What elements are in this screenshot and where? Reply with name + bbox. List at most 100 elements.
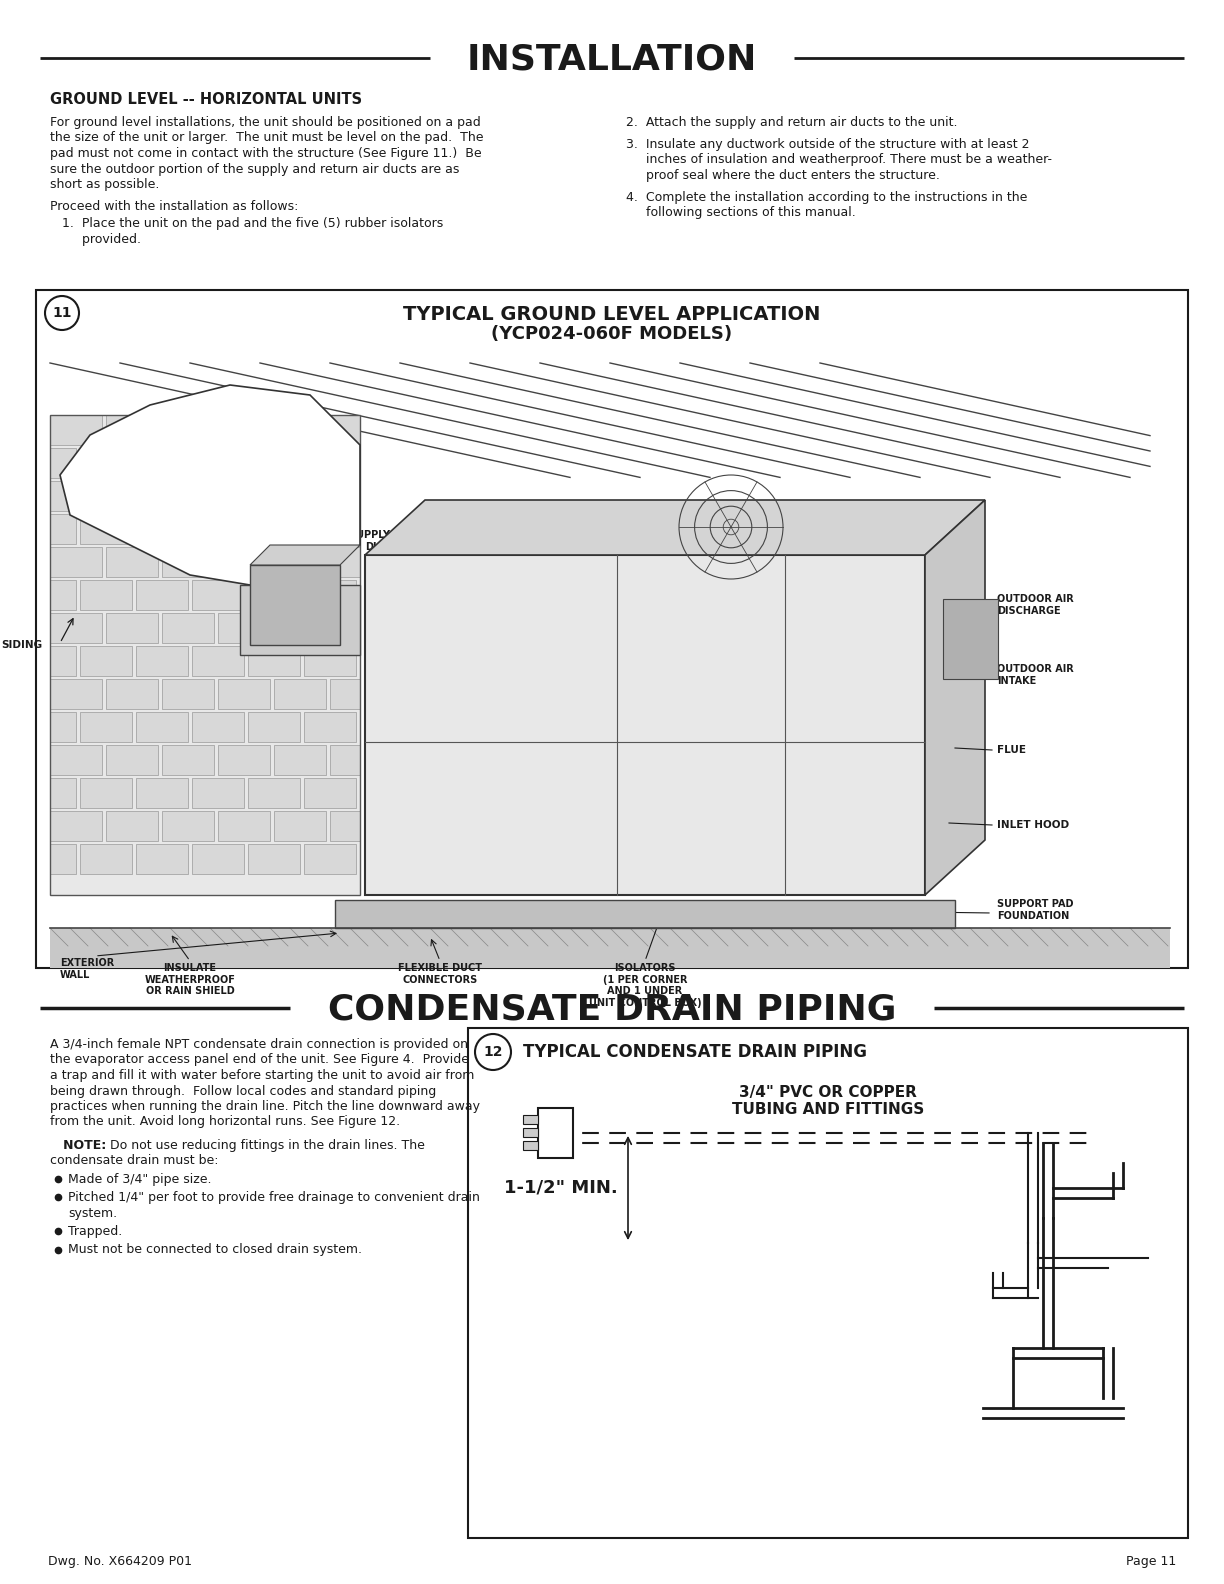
Polygon shape — [365, 501, 985, 554]
Bar — [274, 744, 326, 775]
Bar — [192, 646, 244, 676]
Bar — [248, 513, 300, 543]
Bar — [192, 778, 244, 808]
Bar — [218, 546, 271, 577]
Bar — [50, 580, 76, 610]
Text: being drawn through.  Follow local codes and standard piping: being drawn through. Follow local codes … — [50, 1085, 436, 1098]
Bar — [304, 844, 356, 874]
Bar — [192, 711, 244, 741]
Text: following sections of this manual.: following sections of this manual. — [625, 206, 856, 219]
Bar — [248, 448, 300, 478]
Bar — [192, 448, 244, 478]
Polygon shape — [942, 599, 998, 678]
Bar — [523, 1115, 539, 1125]
Text: ISOLATORS
(1 PER CORNER
AND 1 UNDER
UNIT CONTROL BOX): ISOLATORS (1 PER CORNER AND 1 UNDER UNIT… — [589, 963, 701, 1007]
Bar — [274, 482, 326, 512]
Bar — [274, 613, 326, 643]
Bar — [106, 613, 158, 643]
Bar — [50, 778, 76, 808]
Text: the evaporator access panel end of the unit. See Figure 4.  Provide: the evaporator access panel end of the u… — [50, 1053, 469, 1066]
Bar — [80, 646, 132, 676]
Bar — [192, 580, 244, 610]
Bar — [218, 613, 271, 643]
Bar — [106, 546, 158, 577]
Text: SIDING: SIDING — [1, 640, 42, 649]
Text: INLET HOOD: INLET HOOD — [998, 821, 1069, 830]
Text: GROUND LEVEL -- HORIZONTAL UNITS: GROUND LEVEL -- HORIZONTAL UNITS — [50, 92, 362, 108]
Bar — [80, 778, 132, 808]
Bar — [50, 482, 102, 512]
Bar — [50, 613, 102, 643]
Text: Made of 3/4" pipe size.: Made of 3/4" pipe size. — [69, 1172, 212, 1185]
Text: INSTALLATION: INSTALLATION — [466, 43, 758, 78]
Text: 2.  Attach the supply and return air ducts to the unit.: 2. Attach the supply and return air duct… — [625, 116, 957, 128]
Text: Pitched 1/4" per foot to provide free drainage to convenient drain: Pitched 1/4" per foot to provide free dr… — [69, 1191, 480, 1204]
Bar — [106, 744, 158, 775]
Bar — [523, 1128, 539, 1137]
Circle shape — [475, 1034, 510, 1071]
Circle shape — [45, 296, 80, 329]
Text: DUCT: DUCT — [365, 542, 395, 551]
Bar — [162, 415, 214, 445]
Bar — [330, 811, 360, 841]
Text: practices when running the drain line. Pitch the line downward away: practices when running the drain line. P… — [50, 1099, 480, 1114]
Bar — [50, 680, 102, 710]
Text: pad must not come in contact with the structure (See Figure 11.)  Be: pad must not come in contact with the st… — [50, 147, 481, 160]
Text: FLEXIBLE DUCT
CONNECTORS: FLEXIBLE DUCT CONNECTORS — [398, 963, 482, 985]
Text: proof seal where the duct enters the structure.: proof seal where the duct enters the str… — [625, 169, 940, 182]
Text: a trap and fill it with water before starting the unit to avoid air from: a trap and fill it with water before sta… — [50, 1069, 475, 1082]
Bar — [80, 513, 132, 543]
Text: A 3/4-inch female NPT condensate drain connection is provided on: A 3/4-inch female NPT condensate drain c… — [50, 1038, 468, 1052]
Text: Page 11: Page 11 — [1126, 1555, 1176, 1568]
Text: SUPPORT PAD
FOUNDATION: SUPPORT PAD FOUNDATION — [998, 900, 1073, 920]
Bar — [50, 415, 360, 895]
Bar — [50, 513, 76, 543]
Bar — [274, 415, 326, 445]
Text: FLUE: FLUE — [998, 744, 1026, 756]
Bar — [106, 811, 158, 841]
Text: TUBING AND FITTINGS: TUBING AND FITTINGS — [732, 1102, 924, 1117]
Text: 4.  Complete the installation according to the instructions in the: 4. Complete the installation according t… — [625, 190, 1027, 203]
Bar — [330, 680, 360, 710]
Text: sure the outdoor portion of the supply and return air ducts are as: sure the outdoor portion of the supply a… — [50, 163, 459, 176]
Text: DUCT: DUCT — [280, 527, 310, 537]
Bar — [50, 646, 76, 676]
Bar — [335, 900, 955, 928]
Bar — [136, 844, 188, 874]
Bar — [162, 680, 214, 710]
Bar — [192, 844, 244, 874]
Bar — [304, 513, 356, 543]
Text: TYPICAL CONDENSATE DRAIN PIPING: TYPICAL CONDENSATE DRAIN PIPING — [523, 1042, 867, 1061]
Bar — [80, 580, 132, 610]
Bar — [136, 448, 188, 478]
Bar — [240, 584, 360, 656]
Bar — [50, 415, 360, 895]
Bar — [274, 546, 326, 577]
Polygon shape — [60, 385, 360, 584]
Bar — [304, 448, 356, 478]
Bar — [539, 1107, 573, 1158]
Bar — [304, 711, 356, 741]
Text: 1-1/2" MIN.: 1-1/2" MIN. — [504, 1178, 618, 1198]
Bar — [330, 546, 360, 577]
Bar — [304, 646, 356, 676]
Bar — [250, 565, 340, 645]
Bar — [330, 613, 360, 643]
Bar — [136, 711, 188, 741]
Text: Do not use reducing fittings in the drain lines. The: Do not use reducing fittings in the drai… — [102, 1139, 425, 1152]
Polygon shape — [250, 545, 360, 565]
Bar — [136, 646, 188, 676]
Text: condensate drain must be:: condensate drain must be: — [50, 1155, 219, 1167]
Bar — [136, 513, 188, 543]
Bar — [136, 778, 188, 808]
Bar — [218, 415, 271, 445]
Bar — [162, 811, 214, 841]
Text: 12: 12 — [483, 1045, 503, 1060]
Bar — [162, 482, 214, 512]
Bar — [162, 546, 214, 577]
Text: short as possible.: short as possible. — [50, 177, 159, 192]
Text: EXTERIOR
WALL: EXTERIOR WALL — [60, 958, 114, 979]
Polygon shape — [925, 501, 985, 895]
Bar — [248, 711, 300, 741]
Text: from the unit. Avoid long horizontal runs. See Figure 12.: from the unit. Avoid long horizontal run… — [50, 1115, 400, 1128]
